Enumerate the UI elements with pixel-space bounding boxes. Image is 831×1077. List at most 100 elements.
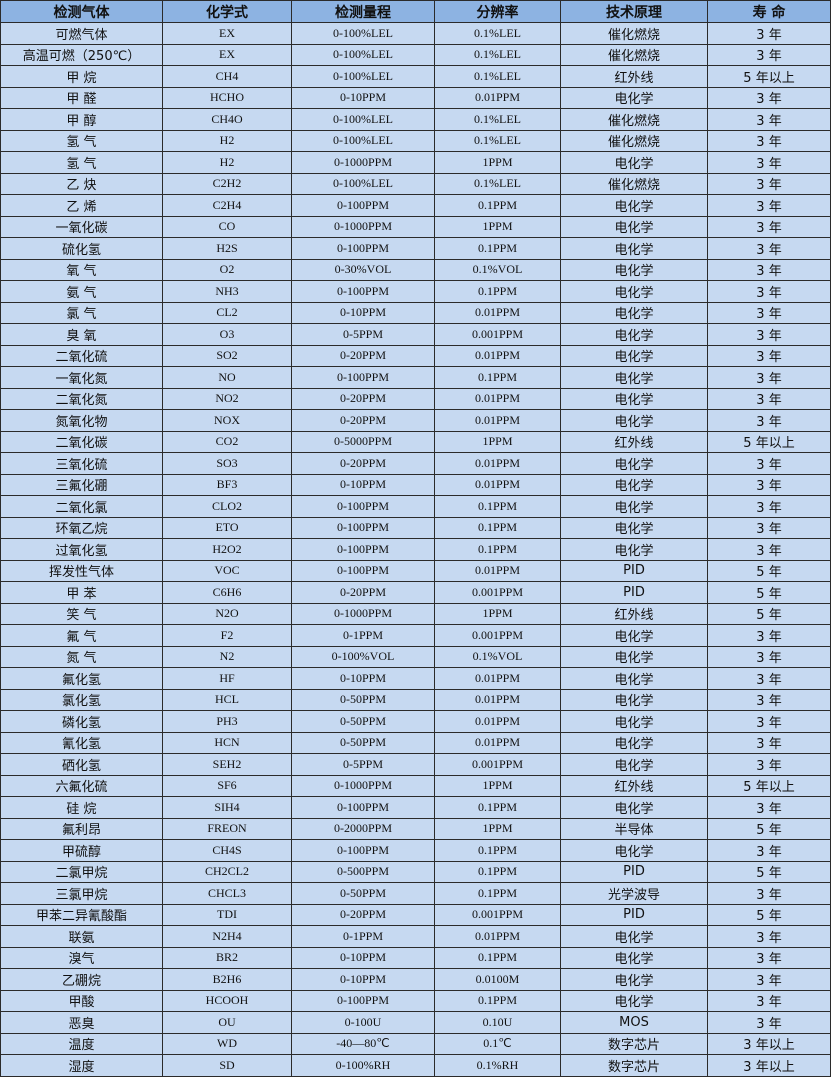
cell-lifespan: 3 年 — [707, 215, 831, 238]
cell-principle: 电化学 — [560, 645, 708, 668]
cell-principle: 催化燃烧 — [560, 108, 708, 131]
cell-lifespan: 5 年以上 — [707, 65, 831, 88]
cell-principle: PID — [560, 903, 708, 926]
cell-range: 0-100%LEL — [291, 43, 435, 66]
cell-gas: 三氧化硫 — [0, 452, 163, 475]
cell-gas: 乙 炔 — [0, 172, 163, 195]
cell-formula: TDI — [162, 903, 292, 926]
cell-range: 0-20PPM — [291, 452, 435, 475]
cell-formula: CH4S — [162, 839, 292, 862]
cell-principle: 电化学 — [560, 989, 708, 1012]
cell-lifespan: 5 年以上 — [707, 774, 831, 797]
table-row: 可燃气体 EX 0-100%LEL 0.1%LEL 催化燃烧 3 年 — [0, 22, 831, 45]
cell-formula: N2 — [162, 645, 292, 668]
cell-gas: 氮氧化物 — [0, 409, 163, 432]
cell-formula: CH4 — [162, 65, 292, 88]
cell-resolution: 0.01PPM — [434, 710, 561, 733]
cell-gas: 甲酸 — [0, 989, 163, 1012]
table-row: 甲苯二异氰酸酯 TDI 0-20PPM 0.001PPM PID 5 年 — [0, 903, 831, 926]
cell-resolution: 0.01PPM — [434, 731, 561, 754]
cell-lifespan: 3 年 — [707, 925, 831, 948]
cell-gas: 氰化氢 — [0, 731, 163, 754]
cell-lifespan: 3 年 — [707, 409, 831, 432]
table-row: 氢 气 H2 0-1000PPM 1PPM 电化学 3 年 — [0, 151, 831, 174]
cell-gas: 氢 气 — [0, 151, 163, 174]
cell-lifespan: 3 年 — [707, 710, 831, 733]
cell-principle: 电化学 — [560, 624, 708, 647]
cell-formula: BR2 — [162, 946, 292, 969]
cell-formula: CH2CL2 — [162, 860, 292, 883]
cell-formula: CH4O — [162, 108, 292, 131]
cell-formula: EX — [162, 43, 292, 66]
cell-principle: PID — [560, 860, 708, 883]
cell-gas: 硒化氢 — [0, 753, 163, 776]
cell-principle: 电化学 — [560, 258, 708, 281]
cell-gas: 甲 苯 — [0, 581, 163, 604]
cell-gas: 硫化氢 — [0, 237, 163, 260]
cell-formula: HCN — [162, 731, 292, 754]
cell-principle: 电化学 — [560, 753, 708, 776]
header-resolution: 分辨率 — [434, 0, 561, 23]
cell-range: 0-10PPM — [291, 301, 435, 324]
cell-gas: 一氧化碳 — [0, 215, 163, 238]
cell-formula: CL2 — [162, 301, 292, 324]
cell-resolution: 0.1%LEL — [434, 129, 561, 152]
cell-lifespan: 3 年 — [707, 624, 831, 647]
cell-gas: 二氧化氯 — [0, 495, 163, 518]
header-row: 检测气体 化学式 检测量程 分辨率 技术原理 寿 命 — [0, 0, 831, 23]
cell-principle: 电化学 — [560, 409, 708, 432]
cell-lifespan: 3 年 — [707, 538, 831, 561]
table-row: 六氟化硫 SF6 0-1000PPM 1PPM 红外线 5 年以上 — [0, 774, 831, 797]
cell-gas: 二氧化氮 — [0, 387, 163, 410]
cell-formula: BF3 — [162, 473, 292, 496]
cell-formula: O3 — [162, 323, 292, 346]
header-formula: 化学式 — [162, 0, 292, 23]
cell-principle: 电化学 — [560, 925, 708, 948]
cell-gas: 甲 醇 — [0, 108, 163, 131]
cell-principle: 电化学 — [560, 387, 708, 410]
cell-range: 0-20PPM — [291, 409, 435, 432]
cell-principle: 数字芯片 — [560, 1032, 708, 1055]
cell-gas: 氟 气 — [0, 624, 163, 647]
cell-lifespan: 3 年 — [707, 516, 831, 539]
cell-principle: 电化学 — [560, 151, 708, 174]
cell-lifespan: 3 年 — [707, 22, 831, 45]
cell-lifespan: 3 年 — [707, 645, 831, 668]
cell-range: 0-50PPM — [291, 882, 435, 905]
cell-formula: C2H4 — [162, 194, 292, 217]
cell-gas: 氯 气 — [0, 301, 163, 324]
cell-lifespan: 5 年以上 — [707, 430, 831, 453]
table-row: 氟利昂 FREON 0-2000PPM 1PPM 半导体 5 年 — [0, 817, 831, 840]
cell-principle: 电化学 — [560, 839, 708, 862]
table-row: 硅 烷 SIH4 0-100PPM 0.1PPM 电化学 3 年 — [0, 796, 831, 819]
cell-formula: HCHO — [162, 86, 292, 109]
cell-range: 0-10PPM — [291, 667, 435, 690]
cell-principle: 电化学 — [560, 452, 708, 475]
cell-formula: CO2 — [162, 430, 292, 453]
cell-resolution: 0.1PPM — [434, 796, 561, 819]
table-row: 湿度 SD 0-100%RH 0.1%RH 数字芯片 3 年以上 — [0, 1054, 831, 1077]
cell-principle: 红外线 — [560, 430, 708, 453]
cell-resolution: 0.1PPM — [434, 882, 561, 905]
cell-principle: 电化学 — [560, 86, 708, 109]
table-row: 氨 气 NH3 0-100PPM 0.1PPM 电化学 3 年 — [0, 280, 831, 303]
cell-lifespan: 3 年 — [707, 151, 831, 174]
cell-lifespan: 5 年 — [707, 559, 831, 582]
cell-gas: 三氟化硼 — [0, 473, 163, 496]
cell-range: 0-100PPM — [291, 495, 435, 518]
cell-range: 0-100PPM — [291, 989, 435, 1012]
cell-range: 0-50PPM — [291, 710, 435, 733]
cell-formula: B2H6 — [162, 968, 292, 991]
table-row: 挥发性气体 VOC 0-100PPM 0.01PPM PID 5 年 — [0, 559, 831, 582]
cell-range: 0-100U — [291, 1011, 435, 1034]
cell-formula: NH3 — [162, 280, 292, 303]
cell-lifespan: 3 年 — [707, 366, 831, 389]
table-row: 甲 醛 HCHO 0-10PPM 0.01PPM 电化学 3 年 — [0, 86, 831, 109]
cell-lifespan: 5 年 — [707, 903, 831, 926]
cell-lifespan: 3 年 — [707, 452, 831, 475]
cell-range: 0-20PPM — [291, 387, 435, 410]
cell-lifespan: 3 年以上 — [707, 1032, 831, 1055]
cell-formula: C6H6 — [162, 581, 292, 604]
cell-gas: 氟利昂 — [0, 817, 163, 840]
cell-resolution: 0.1%LEL — [434, 172, 561, 195]
